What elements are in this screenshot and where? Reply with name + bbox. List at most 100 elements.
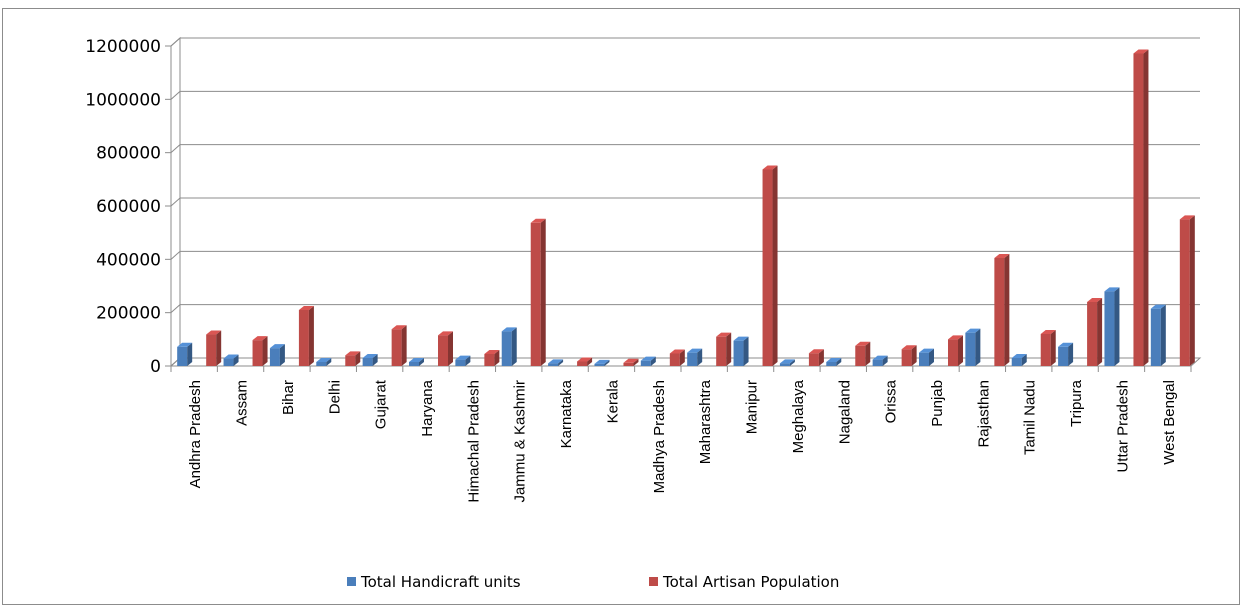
bar [409, 358, 424, 366]
bar-side [1189, 215, 1195, 366]
axes [165, 45, 1192, 372]
bar-top [594, 359, 610, 364]
bar-front [316, 362, 327, 366]
x-tick-label: Karnataka [558, 379, 575, 448]
y-tick-label: 0 [150, 357, 161, 377]
bar-side [465, 355, 471, 366]
bar [1150, 304, 1166, 366]
bar [733, 336, 749, 366]
bar-side [558, 359, 564, 366]
bar-chart: 020000040000060000080000010000001200000 … [85, 36, 1202, 591]
bar [530, 218, 546, 366]
x-tick-label: Maharashtra [697, 379, 714, 464]
bar-top [530, 218, 546, 223]
y-axis-ticks: 0 200000 400000 600000 800000 1000000 1200000 [85, 37, 161, 377]
bar-top [919, 348, 934, 353]
bar-side [419, 358, 424, 366]
bar-top [687, 348, 703, 353]
bar-front [669, 353, 680, 366]
legend-swatch [649, 577, 658, 586]
bar-top [901, 345, 917, 350]
bar-front [948, 339, 958, 366]
bar-side [279, 344, 285, 366]
bar [594, 359, 610, 366]
bar-top [733, 336, 749, 341]
bar [965, 328, 981, 366]
gridline-depth [170, 90, 181, 100]
bar-side [604, 359, 610, 366]
bar-front [362, 358, 373, 366]
x-tick-label: Manipur [744, 380, 761, 434]
bar-top [779, 359, 795, 364]
bar-front [808, 353, 819, 366]
bar-top [872, 355, 888, 360]
y-tick-label: 1000000 [85, 90, 161, 110]
bar-top [345, 351, 361, 356]
bar [223, 354, 239, 366]
legend: Total Handicraft units Total Artisan Popu… [347, 573, 839, 591]
bar-front [1058, 346, 1069, 366]
bar-front [994, 258, 1005, 366]
bar-side [187, 342, 193, 366]
bar-top [409, 358, 424, 362]
x-tick-label: Uttar Pradesh [1114, 380, 1131, 473]
bar-side [726, 332, 732, 366]
bar [501, 327, 517, 366]
bar [252, 336, 268, 366]
gridlines [170, 37, 1200, 367]
x-tick-label: Delhi [326, 380, 343, 414]
bar-top [1179, 215, 1195, 220]
bar-side [975, 328, 981, 366]
legend-item: Total Handicraft units [347, 573, 521, 591]
bar [298, 306, 314, 366]
bar-front [594, 363, 605, 366]
bar-top [669, 349, 685, 354]
x-tick-label: Himachal Pradesh [465, 380, 482, 503]
gridline-depth [170, 144, 181, 154]
bar-front [298, 310, 309, 366]
bar-side [233, 354, 239, 366]
legend-swatch [347, 577, 356, 586]
bar-side [1068, 342, 1074, 366]
bar-side [958, 335, 963, 366]
bar-side [1114, 287, 1120, 366]
bar-front [965, 332, 976, 366]
gridline-depth [170, 250, 181, 260]
bar-front [548, 363, 559, 366]
bar-side [216, 330, 222, 366]
x-tick-label: Nagaland [836, 380, 853, 444]
x-tick-label: Gujarat [373, 379, 390, 429]
y-tick-label: 200000 [96, 304, 161, 324]
bar-top [808, 349, 824, 354]
legend-label: Total Artisan Population [662, 573, 839, 591]
bar-front [206, 334, 217, 366]
bar [948, 335, 963, 366]
bar-top [438, 331, 453, 336]
bar-top [316, 358, 332, 362]
bar-front [391, 329, 402, 366]
x-tick-label: Rajasthan [975, 380, 992, 448]
x-tick-label: Madhya Pradesh [651, 380, 668, 493]
bar [548, 359, 564, 366]
bar-front [623, 362, 634, 366]
bar [345, 351, 361, 366]
bar-side [789, 359, 795, 366]
bar-front [1011, 358, 1022, 366]
bar [1104, 287, 1120, 366]
bar-front [484, 354, 495, 366]
bar-top [223, 354, 239, 359]
bar-side [1160, 304, 1166, 366]
bar-side [511, 327, 517, 366]
bar [1011, 354, 1027, 366]
bar-front [779, 363, 790, 366]
bar-side [1097, 298, 1103, 366]
bar-side [743, 336, 749, 366]
bar-front [901, 349, 912, 366]
gridline-depth [170, 197, 181, 207]
bar [901, 345, 917, 366]
x-tick-label: Kerala [604, 379, 621, 423]
bar [438, 331, 453, 366]
x-tick-label: Bihar [280, 380, 297, 415]
bar-front [1133, 53, 1144, 366]
bar-side [355, 351, 361, 366]
